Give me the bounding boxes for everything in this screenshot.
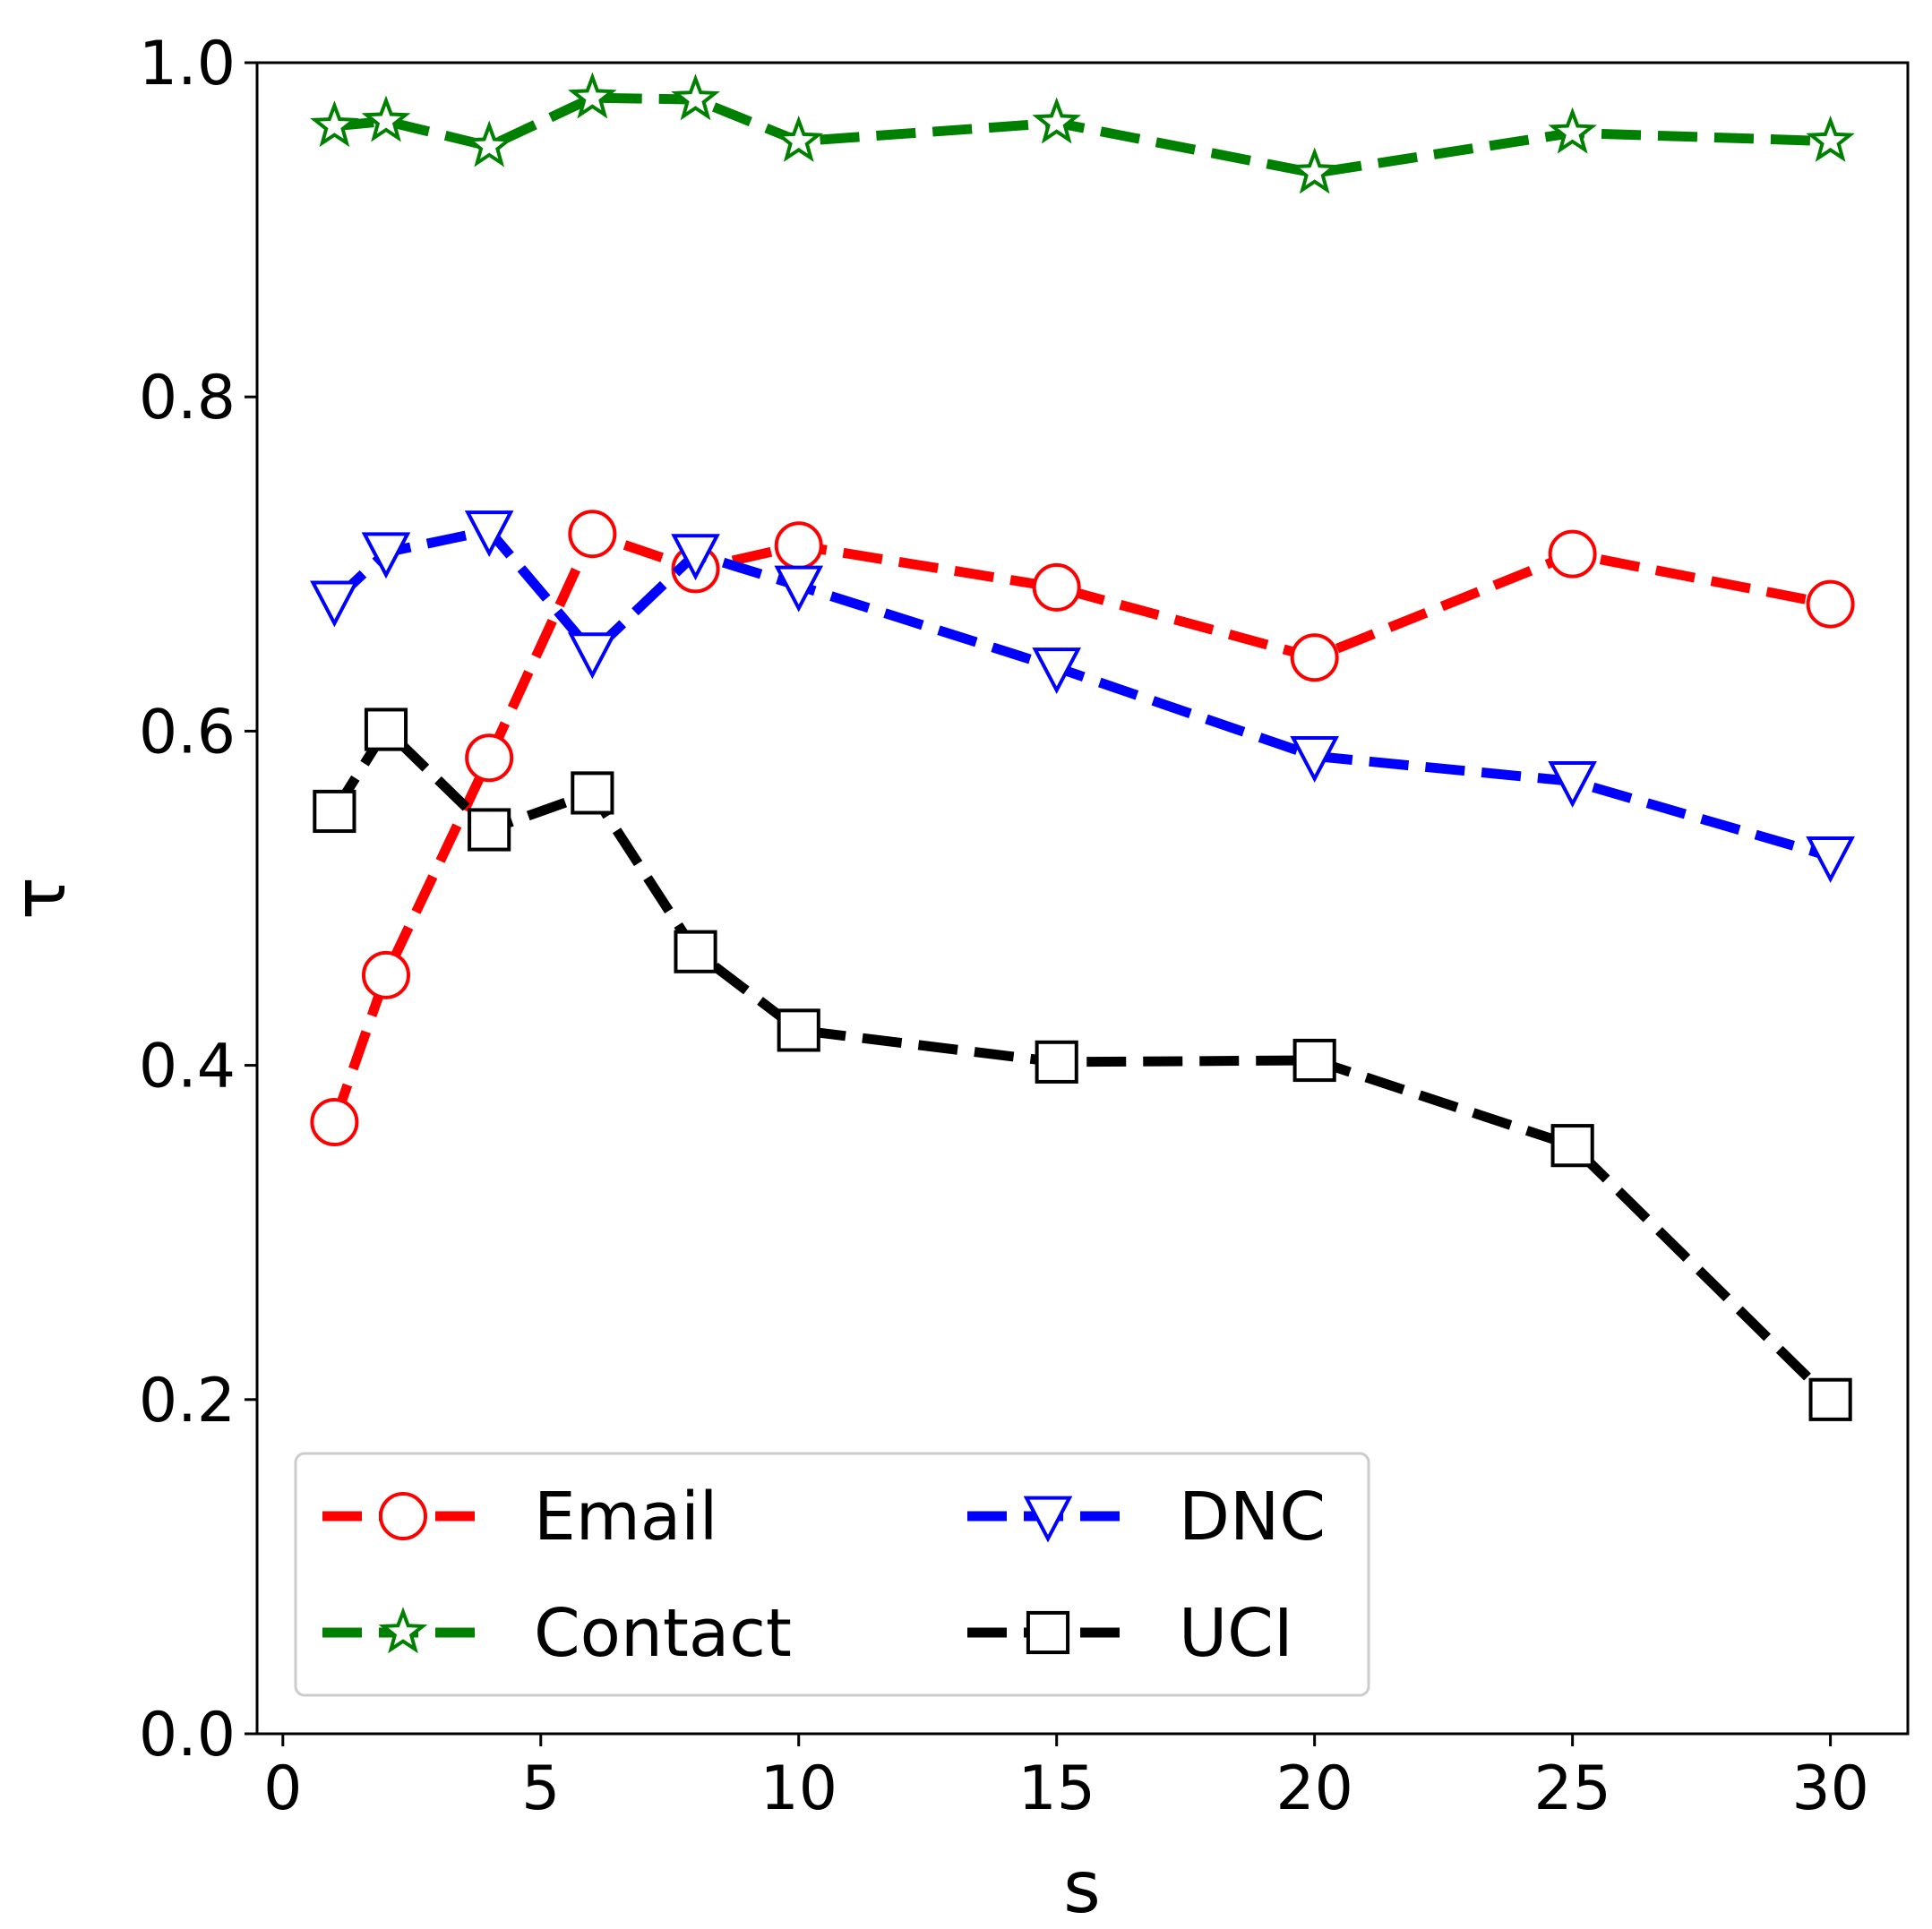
data-point-contact-2 xyxy=(361,95,411,142)
legend-label: DNC xyxy=(1179,1479,1326,1556)
data-point-contact-25 xyxy=(1548,107,1597,154)
y-tick-label: 0.2 xyxy=(139,1366,236,1436)
data-point-email-25 xyxy=(1548,529,1597,579)
data-point-contact-30 xyxy=(1806,116,1855,162)
data-point-dnc-2 xyxy=(361,532,411,579)
data-point-dnc-25 xyxy=(1548,760,1597,808)
data-point-email-4 xyxy=(465,733,514,783)
series-email xyxy=(310,510,1855,1147)
series-line-dnc xyxy=(331,526,1833,862)
ticks-layer: 0 5 10 15 20 25 30 0.0 0.2 0.4 0.6 0.8 1.0 xyxy=(139,29,1869,1824)
data-point-email-10 xyxy=(774,521,823,570)
data-point-uci-2 xyxy=(364,707,408,751)
legend-item-email: Email xyxy=(322,1479,717,1556)
x-tick-label: 5 xyxy=(521,1753,560,1824)
data-point-dnc-30 xyxy=(1806,836,1855,883)
legend-marker xyxy=(378,1607,428,1654)
x-tick-label: 15 xyxy=(1018,1753,1095,1824)
legend-label: UCI xyxy=(1179,1595,1293,1672)
data-point-contact-6 xyxy=(568,72,617,119)
y-axis-label: τ xyxy=(0,877,82,920)
data-point-contact-1 xyxy=(310,100,359,148)
data-point-email-2 xyxy=(361,950,410,999)
data-point-email-1 xyxy=(310,1098,359,1147)
data-point-uci-20 xyxy=(1292,1038,1336,1083)
data-point-uci-15 xyxy=(1035,1040,1078,1084)
legend-label: Contact xyxy=(534,1595,792,1672)
x-axis-label: s xyxy=(1063,1846,1101,1929)
series-line-email xyxy=(330,528,1832,1124)
data-point-dnc-1 xyxy=(310,580,359,628)
legend: Email Contact DNC UCI xyxy=(294,1452,1370,1697)
data-point-email-6 xyxy=(568,510,617,559)
data-point-dnc-10 xyxy=(774,565,824,613)
data-point-email-20 xyxy=(1290,633,1339,682)
data-point-email-15 xyxy=(1032,562,1081,612)
legend-item-uci: UCI xyxy=(967,1595,1293,1672)
legend-label: Email xyxy=(534,1479,717,1556)
data-point-uci-4 xyxy=(468,808,511,852)
data-point-dnc-4 xyxy=(464,510,514,557)
legend-marker xyxy=(379,1492,427,1540)
legend-marker xyxy=(1023,1496,1073,1543)
x-tick-label: 25 xyxy=(1533,1753,1611,1824)
data-point-uci-8 xyxy=(674,930,717,973)
data-point-contact-20 xyxy=(1290,147,1339,194)
plot-frame xyxy=(255,61,1910,1736)
data-point-contact-8 xyxy=(671,73,720,121)
data-point-contact-10 xyxy=(774,115,824,162)
x-tick-label: 0 xyxy=(263,1753,302,1824)
series-dnc xyxy=(310,510,1855,883)
data-point-contact-4 xyxy=(464,120,514,167)
data-point-email-30 xyxy=(1806,579,1855,629)
series-line-uci xyxy=(330,724,1834,1403)
series-contact xyxy=(310,72,1855,194)
data-point-dnc-8 xyxy=(671,534,720,581)
legend-marker xyxy=(1026,1610,1070,1655)
data-point-uci-30 xyxy=(1808,1377,1852,1421)
y-tick-label: 0.4 xyxy=(139,1032,236,1102)
data-point-dnc-15 xyxy=(1032,647,1082,694)
data-point-uci-6 xyxy=(571,771,614,815)
data-point-uci-25 xyxy=(1550,1124,1594,1168)
y-tick-label: 0.8 xyxy=(139,363,236,433)
data-point-uci-10 xyxy=(777,1008,820,1052)
series-layer xyxy=(310,72,1855,1421)
legend-item-dnc: DNC xyxy=(967,1479,1326,1556)
data-point-contact-15 xyxy=(1032,97,1082,144)
series-uci xyxy=(313,707,1852,1421)
x-tick-label: 20 xyxy=(1275,1753,1353,1824)
legend-item-contact: Contact xyxy=(322,1595,792,1672)
data-point-dnc-6 xyxy=(568,632,617,680)
series-line-contact xyxy=(333,92,1831,178)
y-tick-label: 1.0 xyxy=(139,29,236,99)
y-tick-label: 0.6 xyxy=(139,697,236,767)
x-tick-label: 30 xyxy=(1791,1753,1869,1824)
data-point-dnc-20 xyxy=(1290,735,1339,783)
data-point-uci-1 xyxy=(313,789,356,834)
x-tick-label: 10 xyxy=(760,1753,837,1824)
y-tick-label: 0.0 xyxy=(139,1700,236,1770)
